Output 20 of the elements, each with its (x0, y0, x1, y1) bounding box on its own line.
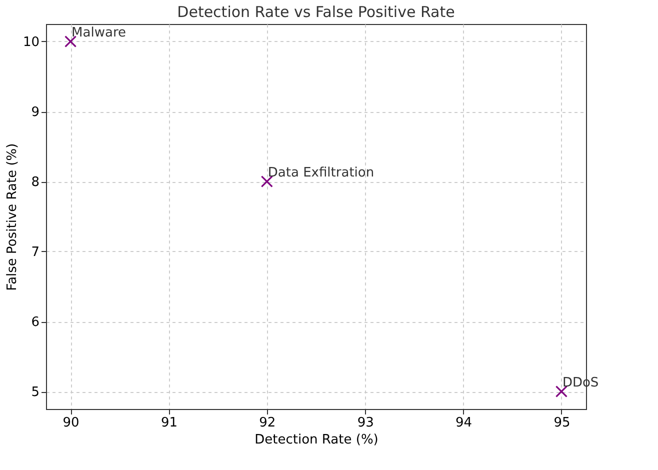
chart-title: Detection Rate vs False Positive Rate (177, 3, 455, 21)
y-tick-label: 10 (22, 35, 40, 50)
x-tick-label: 95 (554, 416, 570, 430)
y-tick-label: 8 (31, 175, 40, 190)
y-tick-label: 9 (31, 105, 40, 120)
x-tick-label: 91 (160, 416, 178, 430)
annotation: Malware (72, 26, 126, 40)
y-tick-label: 7 (31, 245, 40, 260)
x-axis-title: Detection Rate (%) (254, 432, 378, 448)
annotation: Data Exfiltration (268, 166, 374, 180)
x-tick-label: 93 (357, 416, 374, 430)
x-tick-label: 90 (62, 416, 80, 430)
point (260, 175, 273, 188)
x-tick-label: 94 (456, 416, 472, 430)
point (64, 35, 77, 48)
y-axis-title: False Positive Rate (%) (4, 143, 20, 291)
y-tick-label: 6 (31, 315, 40, 330)
y-tick-label: 5 (31, 385, 40, 400)
x-tick-label: 92 (259, 416, 276, 430)
point (555, 385, 568, 398)
